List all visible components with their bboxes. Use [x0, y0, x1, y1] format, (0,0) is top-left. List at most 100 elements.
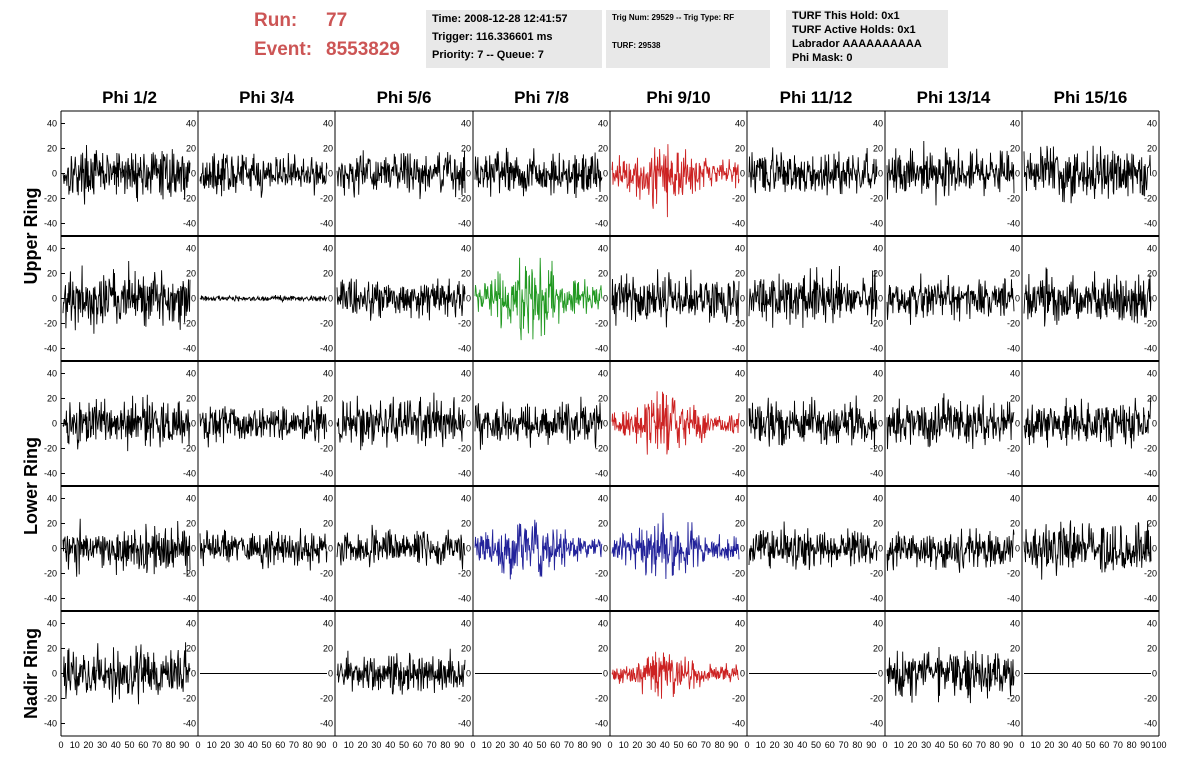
xtick-7-60: 60: [1099, 740, 1109, 750]
ytick-right-2-4-40: 40: [598, 369, 608, 379]
ytick-right-3-8--40: -40: [1144, 594, 1157, 604]
ytick-right-4-7-0: 0: [1015, 669, 1020, 679]
time-text: Time: 2008-12-28 12:41:57: [432, 13, 568, 25]
waveform-b1-c6: [886, 273, 1015, 325]
xtick-3-0: 0: [470, 740, 475, 750]
ytick-right-3-1-0: 0: [191, 544, 196, 554]
xtick-4-50: 50: [673, 740, 683, 750]
ytick-right-1-8-20: 20: [1147, 269, 1157, 279]
xtick-2-70: 70: [427, 740, 437, 750]
turf-hold-text: TURF This Hold: 0x1: [792, 10, 900, 22]
ytick-right-3-7-40: 40: [1010, 494, 1020, 504]
xtick-2-90: 90: [454, 740, 464, 750]
ytick-right-4-2--20: -20: [320, 694, 333, 704]
ytick-right-0-6-20: 20: [873, 144, 883, 154]
ytick-right-4-7--20: -20: [1007, 694, 1020, 704]
ytick-right-4-4-0: 0: [603, 669, 608, 679]
ytick-right-2-8-40: 40: [1147, 369, 1157, 379]
ytick-right-2-2-0: 0: [328, 419, 333, 429]
ytick-right-0-1-0: 0: [191, 169, 196, 179]
ytick-right-3-3--20: -20: [458, 569, 471, 579]
ytick-right-3-7--20: -20: [1007, 569, 1020, 579]
row-title-1: Lower Ring: [21, 437, 41, 535]
ytick-right-3-6--20: -20: [870, 569, 883, 579]
ytick-right-0-2--20: -20: [320, 194, 333, 204]
xtick-1-40: 40: [248, 740, 258, 750]
xtick-6-30: 30: [921, 740, 931, 750]
ytick-right-1-2-40: 40: [323, 244, 333, 254]
ytick-right-3-7-0: 0: [1015, 544, 1020, 554]
ytick-left-4--20: -20: [44, 694, 57, 704]
ytick-right-4-7-40: 40: [1010, 619, 1020, 629]
ytick-right-4-5-40: 40: [735, 619, 745, 629]
ytick-left-3-20: 20: [47, 519, 57, 529]
ytick-right-3-6-40: 40: [873, 494, 883, 504]
ytick-right-3-1--40: -40: [183, 594, 196, 604]
xtick-4-30: 30: [646, 740, 656, 750]
ytick-right-4-5-20: 20: [735, 644, 745, 654]
ytick-right-4-8--40: -40: [1144, 719, 1157, 729]
ytick-right-0-7--20: -20: [1007, 194, 1020, 204]
xtick-7-10: 10: [1031, 740, 1041, 750]
ytick-right-0-8-40: 40: [1147, 119, 1157, 129]
ytick-right-3-6-20: 20: [873, 519, 883, 529]
ytick-right-0-5--20: -20: [732, 194, 745, 204]
xtick-5-30: 30: [783, 740, 793, 750]
ytick-right-1-8-40: 40: [1147, 244, 1157, 254]
xtick-3-50: 50: [536, 740, 546, 750]
waveform-b0-c4: [611, 144, 740, 218]
xtick-1-10: 10: [207, 740, 217, 750]
waveform-b2-c1: [199, 400, 328, 448]
row-title-0: Upper Ring: [21, 188, 41, 285]
column-title-6: Phi 13/14: [917, 88, 991, 107]
ytick-right-3-8-20: 20: [1147, 519, 1157, 529]
ytick-right-2-6-40: 40: [873, 369, 883, 379]
xtick-1-70: 70: [289, 740, 299, 750]
xtick-0-90: 90: [179, 740, 189, 750]
ytick-left-0--20: -20: [44, 194, 57, 204]
xtick-3-40: 40: [523, 740, 533, 750]
ytick-right-2-7-40: 40: [1010, 369, 1020, 379]
ytick-right-4-1-20: 20: [186, 644, 196, 654]
ytick-right-4-4--40: -40: [595, 719, 608, 729]
xtick-3-60: 60: [550, 740, 560, 750]
waveform-b2-c3: [474, 396, 603, 450]
ytick-right-1-8--20: -20: [1144, 319, 1157, 329]
ytick-right-0-8-20: 20: [1147, 144, 1157, 154]
xtick-5-20: 20: [770, 740, 780, 750]
turf-text: TURF: 29538: [612, 41, 661, 50]
ytick-right-2-5-0: 0: [740, 419, 745, 429]
xtick-6-50: 50: [948, 740, 958, 750]
ytick-right-2-4-20: 20: [598, 394, 608, 404]
xtick-2-60: 60: [413, 740, 423, 750]
row-title-2: Nadir Ring: [21, 628, 41, 719]
ytick-right-1-1--40: -40: [183, 344, 196, 354]
ytick-right-1-7-20: 20: [1010, 269, 1020, 279]
xtick-2-30: 30: [371, 740, 381, 750]
ytick-right-3-7-20: 20: [1010, 519, 1020, 529]
ytick-right-1-3--40: -40: [458, 344, 471, 354]
trigger-text: Trigger: 116.336601 ms: [432, 31, 553, 43]
run-value: 77: [326, 10, 348, 31]
ytick-right-1-2--40: -40: [320, 344, 333, 354]
waveform-b0-c0: [62, 144, 191, 205]
ytick-right-4-6-40: 40: [873, 619, 883, 629]
ytick-right-3-2-40: 40: [323, 494, 333, 504]
ytick-right-0-1--40: -40: [183, 219, 196, 229]
xtick-7-100: 100: [1151, 740, 1166, 750]
ytick-right-1-6-0: 0: [878, 294, 883, 304]
ytick-right-2-5--20: -20: [732, 444, 745, 454]
ytick-right-1-6--40: -40: [870, 344, 883, 354]
waveform-b3-c7: [1023, 520, 1152, 580]
ytick-left-1-0: 0: [52, 294, 57, 304]
xtick-6-40: 40: [935, 740, 945, 750]
xtick-4-10: 10: [619, 740, 629, 750]
ytick-left-2--40: -40: [44, 469, 57, 479]
xtick-0-50: 50: [124, 740, 134, 750]
waveform-b2-c4: [611, 391, 740, 455]
ytick-right-2-3-0: 0: [466, 419, 471, 429]
ytick-right-4-2-20: 20: [323, 644, 333, 654]
ytick-right-0-4-20: 20: [598, 144, 608, 154]
ytick-right-4-3-40: 40: [461, 619, 471, 629]
waveform-b0-c7: [1023, 145, 1152, 204]
